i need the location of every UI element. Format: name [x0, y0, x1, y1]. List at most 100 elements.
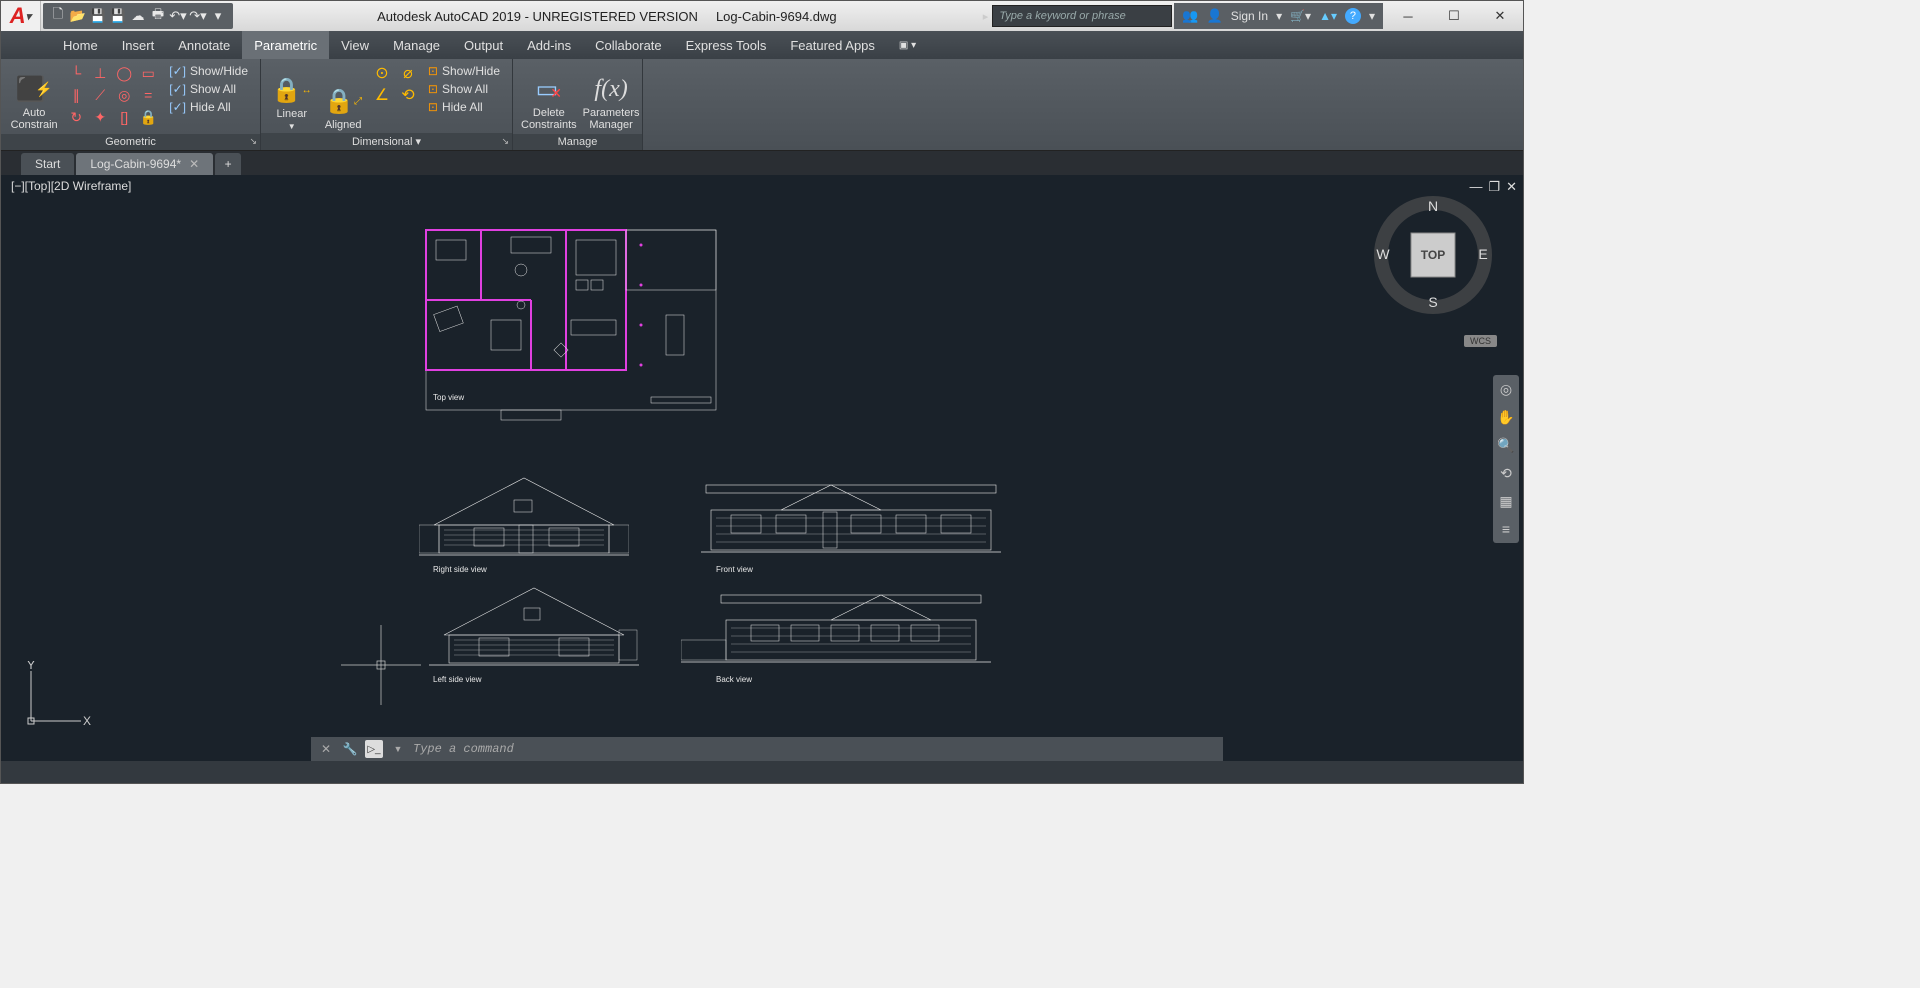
redo-icon[interactable]: ↷▾ [189, 7, 207, 25]
tab-start[interactable]: Start [21, 153, 74, 175]
user-icon[interactable]: 👤 [1207, 8, 1223, 24]
ucs-icon[interactable]: X Y [21, 661, 91, 731]
maximize-button[interactable]: ☐ [1431, 1, 1477, 31]
viewport-close-icon[interactable]: ✕ [1506, 179, 1517, 195]
label-top-view: Top view [433, 393, 464, 402]
tab-manage[interactable]: Manage [381, 31, 452, 59]
nav-more-icon[interactable]: ≡ [1496, 519, 1516, 539]
viewcube-w[interactable]: W [1376, 246, 1390, 262]
plot-icon[interactable]: 🖶 [149, 7, 167, 25]
search-input[interactable]: Type a keyword or phrase [992, 5, 1172, 27]
tab-collaborate[interactable]: Collaborate [583, 31, 674, 59]
cmd-close-icon[interactable]: ✕ [317, 740, 335, 758]
undo-icon[interactable]: ↶▾ [169, 7, 187, 25]
tab-home[interactable]: Home [51, 31, 110, 59]
tab-parametric[interactable]: Parametric [242, 31, 329, 59]
dim-angular-icon[interactable]: ∠ [372, 85, 392, 105]
tab-close-icon[interactable]: ✕ [189, 157, 199, 171]
svg-text:X: X [83, 714, 91, 728]
gc-horizontal-icon[interactable]: ↻ [65, 107, 87, 127]
saveas-icon[interactable]: 💾 [109, 7, 127, 25]
save-icon[interactable]: 💾 [89, 7, 107, 25]
gc-symmetric-icon[interactable]: [] [113, 107, 135, 127]
close-button[interactable]: ✕ [1477, 1, 1523, 31]
geo-hideall-button[interactable]: [✓]Hide All [165, 99, 252, 115]
new-tab-button[interactable]: + [215, 153, 241, 175]
new-icon[interactable]: 🗋 [49, 7, 67, 25]
help-dropdown-icon[interactable]: ▾ [1369, 9, 1375, 23]
aligned-icon: 🔒⤢ [327, 85, 359, 117]
tab-addins[interactable]: Add-ins [515, 31, 583, 59]
aligned-button[interactable]: 🔒⤢ Aligned [320, 63, 365, 131]
dim-convert-icon[interactable]: ⟲ [398, 85, 418, 105]
app-logo[interactable]: A▾ [1, 1, 41, 31]
delete-constraints-button[interactable]: ▭✕ Delete Constraints [521, 63, 577, 131]
viewcube-n[interactable]: N [1428, 198, 1438, 214]
gc-fix-icon[interactable]: 🔒 [137, 107, 159, 127]
tab-featured[interactable]: Featured Apps [778, 31, 887, 59]
command-line[interactable]: ✕ 🔧 ▷_ ▼ Type a command [311, 737, 1223, 761]
gc-perpendicular-icon[interactable]: ⊥ [89, 63, 111, 83]
tab-current-file[interactable]: Log-Cabin-9694* ✕ [76, 153, 213, 175]
panel-launcher-icon[interactable]: ↘ [501, 136, 509, 147]
tab-view[interactable]: View [329, 31, 381, 59]
gc-equal-icon[interactable]: = [137, 85, 159, 105]
qat-more-icon[interactable]: ▾ [209, 7, 227, 25]
ribbon-minimize-icon[interactable]: ▣ ▾ [887, 31, 928, 59]
dim-showall-button[interactable]: ⊡Show All [424, 81, 504, 97]
signin-dropdown-icon[interactable]: ▾ [1276, 9, 1282, 23]
infocenter-icon[interactable]: 👥 [1182, 8, 1198, 24]
open-icon[interactable]: 📂 [69, 7, 87, 25]
parameters-manager-button[interactable]: f(x) Parameters Manager [583, 63, 640, 131]
web-save-icon[interactable]: ☁ [129, 7, 147, 25]
dim-diameter-icon[interactable]: ⌀ [398, 63, 418, 83]
gc-parallel-icon[interactable]: ∥ [65, 85, 87, 105]
crosshair [341, 625, 421, 705]
tab-output[interactable]: Output [452, 31, 515, 59]
panel-dimensional-title[interactable]: Dimensional ▾ [261, 133, 512, 150]
drawing-canvas[interactable]: [−][Top][2D Wireframe] — ❐ ✕ N S E W TOP… [1, 175, 1523, 761]
tab-insert[interactable]: Insert [110, 31, 167, 59]
auto-constrain-button[interactable]: ⬛⚡ Auto Constrain [9, 63, 59, 131]
drawing-right-side [419, 470, 629, 560]
cmd-prompt-icon: ▷_ [365, 740, 383, 758]
panel-launcher-icon[interactable]: ↘ [249, 136, 257, 147]
dim-radius-icon[interactable]: ⊙ [372, 63, 392, 83]
nav-zoom-icon[interactable]: 🔍 [1496, 435, 1516, 455]
ribbon-tabs: Home Insert Annotate Parametric View Man… [1, 31, 1523, 59]
wcs-badge[interactable]: WCS [1464, 335, 1497, 347]
minimize-button[interactable]: ─ [1385, 1, 1431, 31]
viewcube-e[interactable]: E [1478, 246, 1487, 262]
gc-concentric-icon[interactable]: ◎ [113, 85, 135, 105]
gc-collinear-icon[interactable]: ⟋ [89, 85, 111, 105]
viewport-label[interactable]: [−][Top][2D Wireframe] [11, 179, 131, 193]
gc-coincident-icon[interactable]: └ [65, 63, 87, 83]
gc-tangent-icon[interactable]: ◯ [113, 63, 135, 83]
exchange-icon[interactable]: 🛒▾ [1290, 9, 1311, 23]
dim-hideall-icon: ⊡ [428, 100, 438, 114]
dim-showhide-button[interactable]: ⊡Show/Hide [424, 63, 504, 79]
nav-orbit-icon[interactable]: ⟲ [1496, 463, 1516, 483]
viewport-minimize-icon[interactable]: — [1469, 179, 1482, 195]
nav-showmotion-icon[interactable]: ▦ [1496, 491, 1516, 511]
viewcube[interactable]: N S E W TOP [1373, 195, 1493, 315]
gc-vertical-icon[interactable]: ✦ [89, 107, 111, 127]
geo-showall-button[interactable]: [✓]Show All [165, 81, 252, 97]
cmd-recent-icon[interactable]: ▼ [389, 740, 407, 758]
cmd-customize-icon[interactable]: 🔧 [341, 740, 359, 758]
linear-button[interactable]: 🔒↔ Linear ▼ [269, 63, 314, 131]
geo-showhide-button[interactable]: [✓]Show/Hide [165, 63, 252, 79]
signin-button[interactable]: Sign In [1231, 9, 1268, 23]
a360-icon[interactable]: ▲▾ [1319, 9, 1337, 23]
viewcube-top[interactable]: TOP [1421, 248, 1445, 262]
dim-showall-icon: ⊡ [428, 82, 438, 96]
viewcube-s[interactable]: S [1428, 294, 1437, 310]
gc-smooth-icon[interactable]: ▭ [137, 63, 159, 83]
nav-wheel-icon[interactable]: ◎ [1496, 379, 1516, 399]
tab-annotate[interactable]: Annotate [166, 31, 242, 59]
help-icon[interactable]: ? [1345, 8, 1361, 24]
tab-express[interactable]: Express Tools [674, 31, 779, 59]
dim-hideall-button[interactable]: ⊡Hide All [424, 99, 504, 115]
viewport-restore-icon[interactable]: ❐ [1488, 179, 1500, 195]
nav-pan-icon[interactable]: ✋ [1496, 407, 1516, 427]
